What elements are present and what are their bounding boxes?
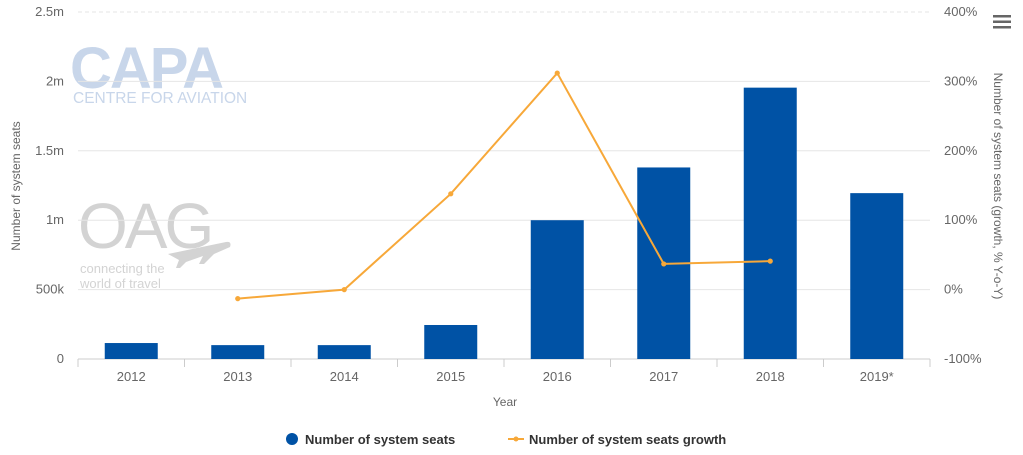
growth-point-2017[interactable] [661,261,667,267]
x-tick-label: 2015 [436,369,465,384]
y2-tick-label: 300% [944,73,978,88]
y-tick-label: 500k [36,282,65,297]
x-tick-label: 2019* [860,369,894,384]
bar-2013[interactable] [211,345,265,359]
y-tick-label: 1.5m [35,143,64,158]
y2-tick-label: 100% [944,212,978,227]
legend-label-seats: Number of system seats [305,432,455,447]
oag-tagline-line1: connecting the [80,261,165,276]
hamburger-icon[interactable] [990,10,1014,32]
left-axis-ticks: 0 500k 1m 1.5m 2m 2.5m [35,4,64,366]
growth-point-2014[interactable] [341,287,347,293]
x-axis-ticks: 2012 2013 2014 2015 2016 2017 2018 2019* [77,359,931,384]
growth-point-2015[interactable] [448,191,454,197]
line-series [235,70,773,302]
bar-2015[interactable] [424,324,478,359]
y-tick-label: 2m [46,73,64,88]
oag-watermark: OAG connecting the world of travel [78,190,231,291]
x-tick-label: 2012 [117,369,146,384]
legend-marker-growth-dot [513,436,519,442]
x-tick-label: 2018 [756,369,785,384]
legend-label-growth: Number of system seats growth [529,432,726,447]
bar-series [104,87,904,360]
growth-point-2016[interactable] [554,70,560,76]
bar-2014[interactable] [317,345,371,359]
y-tick-label: 0 [57,351,64,366]
y-tick-label: 1m [46,212,64,227]
bar-2016[interactable] [530,220,584,359]
x-tick-label: 2014 [330,369,359,384]
capa-subtitle: CENTRE FOR AVIATION [73,90,247,107]
capa-watermark: CAPA CENTRE FOR AVIATION [70,36,247,107]
growth-point-2013[interactable] [235,296,241,302]
y2-tick-label: 400% [944,4,978,19]
y2-tick-label: -100% [944,351,982,366]
bar-2018[interactable] [743,87,797,360]
capa-logo: CAPA [70,36,223,101]
bar-2019[interactable] [850,193,904,359]
x-tick-label: 2017 [649,369,678,384]
y2-tick-label: 200% [944,143,978,158]
y-tick-label: 2.5m [35,4,64,19]
bar-2012[interactable] [104,343,158,359]
oag-tagline-line2: world of travel [79,276,161,291]
growth-line [237,71,771,300]
airplane-icon [168,241,231,268]
growth-point-2018[interactable] [767,258,773,264]
y-axis-title: Number of system seats [9,121,23,250]
x-tick-label: 2013 [223,369,252,384]
legend-marker-seats [286,433,298,445]
x-tick-label: 2016 [543,369,572,384]
right-axis-ticks: -100% 0% 100% 200% 300% 400% [944,4,982,366]
legend-item-growth[interactable]: Number of system seats growth [508,432,726,447]
y2-tick-label: 0% [944,282,963,297]
y2-axis-title: Number of system seats (growth, % Y-o-Y) [991,73,1005,300]
legend: Number of system seats Number of system … [286,432,726,447]
legend-item-seats[interactable]: Number of system seats [286,432,455,447]
x-axis-title: Year [493,395,517,409]
